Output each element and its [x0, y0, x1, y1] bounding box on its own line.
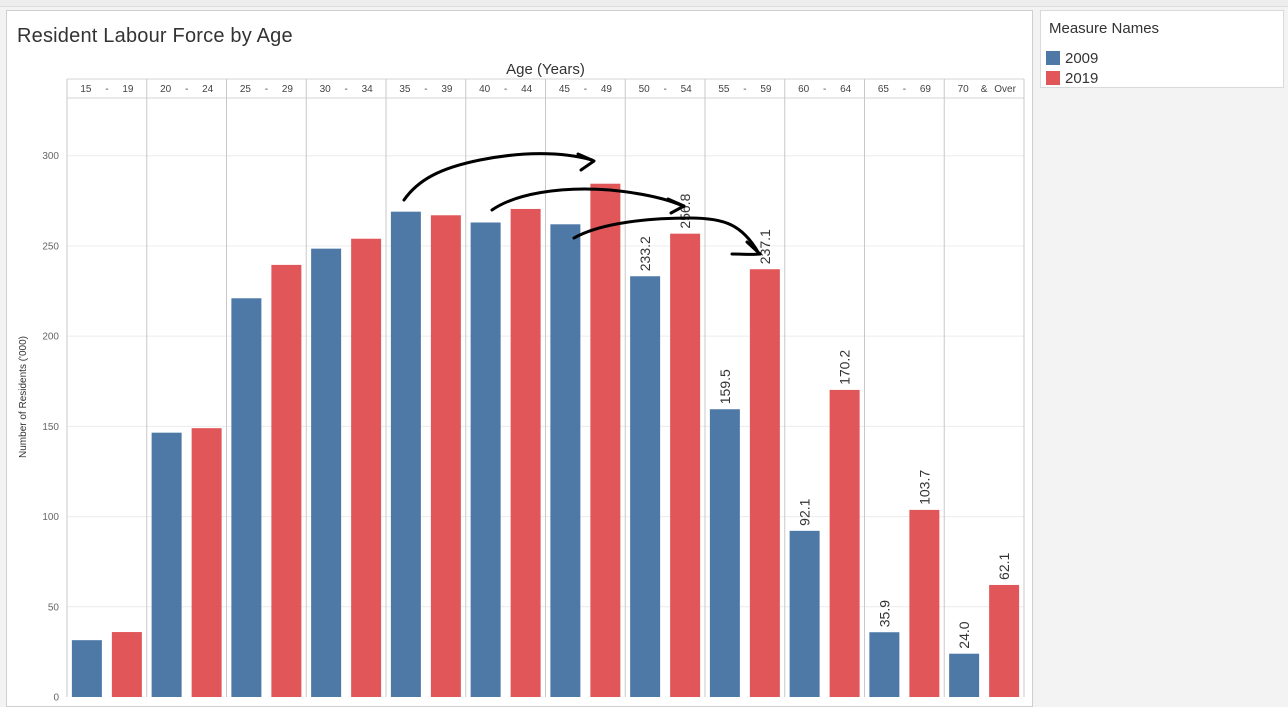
- data-label: 233.2: [637, 236, 653, 271]
- data-label: 92.1: [797, 498, 813, 525]
- x-category-label: 54: [681, 84, 693, 95]
- x-category-label: 35: [399, 84, 411, 95]
- bar-2009: [231, 298, 262, 697]
- x-category-label: 34: [362, 84, 374, 95]
- x-category-label: -: [105, 84, 108, 95]
- data-label: 24.0: [956, 621, 972, 648]
- legend-swatch-2019: [1046, 71, 1060, 85]
- legend-panel: Measure Names 2009 2019: [1040, 10, 1284, 88]
- annotation-arrow: [576, 152, 596, 172]
- x-category-label: -: [185, 84, 188, 95]
- legend-title: Measure Names: [1049, 20, 1160, 37]
- bar-2009: [709, 409, 740, 697]
- x-category-label: 49: [601, 84, 613, 95]
- x-category-label: 29: [282, 84, 294, 95]
- x-category-label: -: [584, 84, 587, 95]
- top-strip: [0, 0, 1288, 7]
- bar-2019: [191, 428, 222, 697]
- bar-2019: [351, 238, 382, 697]
- x-category-label: -: [743, 84, 746, 95]
- bar-2019: [510, 208, 541, 697]
- x-category-label: 60: [798, 84, 810, 95]
- bar-2009: [71, 640, 102, 697]
- chart-title: Resident Labour Force by Age: [17, 25, 293, 47]
- annotation-arrow: [666, 197, 686, 215]
- x-category-label: 50: [639, 84, 651, 95]
- x-axis-title: Age (Years): [506, 61, 585, 78]
- bar-2019: [590, 183, 621, 697]
- x-category-label: -: [504, 84, 507, 95]
- data-label: 159.5: [717, 369, 733, 404]
- bar-2009: [630, 276, 661, 697]
- y-axis-title: Number of Residents ('000): [18, 336, 29, 458]
- annotation-arrow: [572, 216, 760, 254]
- y-tick-label: 250: [42, 241, 59, 252]
- x-category-label: 44: [521, 84, 533, 95]
- x-category-label: -: [424, 84, 427, 95]
- data-label: 62.1: [996, 552, 1012, 579]
- bar-2009: [949, 653, 980, 697]
- bar-2019: [909, 509, 940, 697]
- y-tick-label: 0: [53, 693, 59, 704]
- x-category-label: -: [265, 84, 268, 95]
- x-category-label: 15: [80, 84, 92, 95]
- bar-2009: [550, 224, 581, 698]
- legend-item-2009[interactable]: 2009: [1046, 49, 1098, 67]
- bar-2009: [789, 530, 820, 697]
- bar-2009: [869, 632, 900, 697]
- bar-2019: [111, 632, 142, 697]
- x-category-label: -: [344, 84, 347, 95]
- bar-2019: [749, 269, 780, 697]
- x-category-label: -: [663, 84, 666, 95]
- annotation-arrow: [402, 152, 594, 202]
- x-category-label: Over: [994, 84, 1016, 95]
- y-tick-label: 200: [42, 332, 59, 343]
- y-tick-label: 150: [42, 422, 59, 433]
- annotation-arrow: [745, 240, 762, 256]
- bar-2009: [390, 211, 421, 698]
- data-label: 35.9: [876, 600, 892, 627]
- x-category-label: 20: [160, 84, 172, 95]
- bar-2019: [430, 215, 461, 697]
- x-category-label: 40: [479, 84, 491, 95]
- x-category-label: &: [981, 84, 988, 95]
- legend-swatch-2009: [1046, 51, 1060, 65]
- x-category-label: -: [903, 84, 906, 95]
- data-label: 256.8: [677, 193, 693, 228]
- x-category-label: 45: [559, 84, 571, 95]
- annotation-arrow: [490, 187, 685, 212]
- bar-2019: [271, 264, 302, 697]
- bar-2019: [829, 389, 860, 697]
- y-tick-label: 300: [42, 151, 59, 162]
- legend-label-2019: 2019: [1065, 69, 1099, 87]
- x-category-label: 24: [202, 84, 214, 95]
- legend-item-2019[interactable]: 2019: [1046, 69, 1098, 87]
- x-category-label: 69: [920, 84, 932, 95]
- x-category-label: 70: [958, 84, 970, 95]
- x-category-label: 55: [718, 84, 730, 95]
- bar-chart: 0 50 100 150 200 250 300 Number of Residents ('…: [18, 61, 1025, 704]
- bar-2019: [670, 233, 701, 697]
- legend-label-2009: 2009: [1065, 49, 1099, 67]
- x-category-label: -: [823, 84, 826, 95]
- data-label: 237.1: [757, 229, 773, 264]
- data-label: 103.7: [916, 470, 932, 505]
- bar-2009: [151, 432, 182, 697]
- data-label: 170.2: [837, 350, 853, 385]
- x-category-label: 30: [320, 84, 332, 95]
- x-category-label: 19: [122, 84, 134, 95]
- x-category-label: 25: [240, 84, 252, 95]
- y-tick-label: 100: [42, 512, 59, 523]
- bar-2009: [311, 248, 342, 698]
- bar-2009: [470, 222, 501, 697]
- x-category-label: 39: [441, 84, 453, 95]
- x-category-label: 65: [878, 84, 890, 95]
- y-tick-label: 50: [48, 602, 60, 613]
- x-category-label: 59: [760, 84, 772, 95]
- x-category-label: 64: [840, 84, 852, 95]
- bar-2019: [989, 584, 1020, 697]
